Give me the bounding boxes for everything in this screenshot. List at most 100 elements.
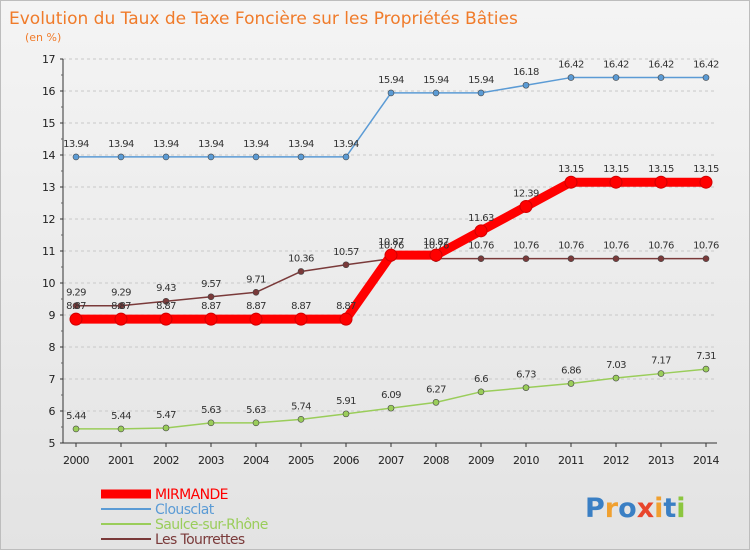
legend-label-saulce: Saulce-sur-Rhône xyxy=(155,517,268,533)
data-label-saulce-sur-rh-ne: 5.47 xyxy=(156,410,176,421)
data-label-mirmande: 13.15 xyxy=(603,164,629,175)
chart-title: Evolution du Taux de Taxe Foncière sur l… xyxy=(9,9,518,29)
point-mirmande xyxy=(69,312,83,326)
logo-letter: r xyxy=(605,493,619,524)
x-tick-label: 2006 xyxy=(333,454,359,467)
point-clousclat xyxy=(162,153,170,161)
point-clousclat xyxy=(702,74,710,81)
data-label-les-tourrettes: 9.43 xyxy=(156,283,176,294)
point-mirmande xyxy=(474,224,488,238)
data-label-saulce-sur-rh-ne: 5.63 xyxy=(201,405,221,416)
data-label-mirmande: 12.39 xyxy=(513,189,539,200)
data-label-les-tourrettes: 9.29 xyxy=(111,288,131,299)
data-label-clousclat: 16.42 xyxy=(693,60,719,71)
data-label-les-tourrettes: 9.29 xyxy=(66,288,86,299)
point-clousclat xyxy=(207,153,215,161)
x-tick-label: 2000 xyxy=(63,454,89,467)
x-tick-label: 2012 xyxy=(603,454,629,467)
point-mirmande xyxy=(339,312,353,326)
data-label-mirmande: 8.87 xyxy=(201,301,221,312)
point-mirmande xyxy=(384,248,398,262)
data-label-mirmande: 8.87 xyxy=(111,301,131,312)
point-saulce-sur-rh-ne xyxy=(612,374,620,382)
y-tick-label: 5 xyxy=(49,437,56,450)
point-saulce-sur-rh-ne xyxy=(387,404,395,412)
series-group xyxy=(69,74,713,433)
data-label-les-tourrettes: 10.76 xyxy=(468,241,494,252)
data-label-mirmande: 11.63 xyxy=(468,213,494,224)
data-label-mirmande: 13.15 xyxy=(648,164,674,175)
x-tick-label: 2007 xyxy=(378,454,404,467)
data-label-clousclat: 15.94 xyxy=(468,75,494,86)
point-clousclat xyxy=(387,89,395,97)
point-les-tourrettes xyxy=(117,302,125,310)
x-tick-label: 2008 xyxy=(423,454,449,467)
point-les-tourrettes xyxy=(522,255,530,262)
point-les-tourrettes xyxy=(567,255,575,262)
data-label-clousclat: 16.42 xyxy=(648,60,674,71)
point-les-tourrettes xyxy=(297,268,305,275)
point-mirmande xyxy=(654,175,668,189)
data-label-mirmande: 8.87 xyxy=(291,301,311,312)
point-saulce-sur-rh-ne xyxy=(207,419,215,427)
point-les-tourrettes xyxy=(252,288,260,296)
x-tick-label: 2004 xyxy=(243,454,269,467)
point-mirmande xyxy=(204,312,218,326)
point-clousclat xyxy=(522,81,530,89)
y-tick-label: 13 xyxy=(42,181,55,194)
data-label-clousclat: 15.94 xyxy=(378,75,404,86)
legend-label-tourrettes: Les Tourrettes xyxy=(155,532,245,548)
data-label-les-tourrettes: 10.76 xyxy=(693,241,719,252)
proxiti-logo: Proxiti xyxy=(585,493,686,524)
data-label-les-tourrettes: 10.76 xyxy=(648,241,674,252)
data-label-saulce-sur-rh-ne: 5.74 xyxy=(291,401,311,412)
point-clousclat xyxy=(252,153,260,161)
legend: MIRMANDE Clousclat Saulce-sur-Rhône Les … xyxy=(101,487,268,548)
data-label-les-tourrettes: 9.57 xyxy=(201,279,221,290)
point-clousclat xyxy=(117,153,125,161)
data-label-mirmande: 8.87 xyxy=(336,301,356,312)
point-les-tourrettes xyxy=(477,255,485,262)
point-saulce-sur-rh-ne xyxy=(657,370,665,377)
data-label-mirmande: 8.87 xyxy=(246,301,266,312)
point-mirmande xyxy=(294,312,308,326)
data-label-clousclat: 13.94 xyxy=(243,139,269,150)
logo-letter: P xyxy=(585,493,605,524)
point-mirmande xyxy=(159,312,173,326)
data-label-clousclat: 16.18 xyxy=(513,67,539,78)
x-tick-label: 2013 xyxy=(648,454,674,467)
data-label-clousclat: 16.42 xyxy=(558,60,584,71)
data-label-saulce-sur-rh-ne: 5.44 xyxy=(66,411,86,422)
point-mirmande xyxy=(564,175,578,189)
point-saulce-sur-rh-ne xyxy=(117,425,125,433)
point-saulce-sur-rh-ne xyxy=(567,380,575,387)
data-label-les-tourrettes: 10.76 xyxy=(558,241,584,252)
data-label-saulce-sur-rh-ne: 6.09 xyxy=(381,390,401,401)
y-tick-label: 9 xyxy=(49,309,56,322)
point-mirmande xyxy=(114,312,128,326)
data-label-les-tourrettes: 9.71 xyxy=(246,274,266,285)
data-label-saulce-sur-rh-ne: 7.31 xyxy=(696,351,716,362)
data-label-clousclat: 13.94 xyxy=(333,139,359,150)
point-saulce-sur-rh-ne xyxy=(342,410,350,418)
logo-letter: i xyxy=(676,493,685,524)
data-label-mirmande: 8.87 xyxy=(156,301,176,312)
point-clousclat xyxy=(72,153,80,161)
point-les-tourrettes xyxy=(612,255,620,262)
point-saulce-sur-rh-ne xyxy=(297,416,305,423)
data-label-saulce-sur-rh-ne: 6.6 xyxy=(474,374,488,385)
data-label-clousclat: 16.42 xyxy=(603,60,629,71)
point-les-tourrettes xyxy=(342,261,350,269)
data-label-clousclat: 13.94 xyxy=(153,139,179,150)
data-label-saulce-sur-rh-ne: 6.73 xyxy=(516,370,536,381)
point-saulce-sur-rh-ne xyxy=(522,384,530,391)
data-label-les-tourrettes: 10.76 xyxy=(513,241,539,252)
point-saulce-sur-rh-ne xyxy=(477,388,485,396)
proxiti-logo-text: Proxiti xyxy=(585,493,686,524)
data-label-mirmande: 13.15 xyxy=(558,164,584,175)
data-label-clousclat: 15.94 xyxy=(423,75,449,86)
logo-letter: t xyxy=(663,493,676,524)
data-label-mirmande: 10.87 xyxy=(378,237,404,248)
point-les-tourrettes xyxy=(657,255,665,262)
